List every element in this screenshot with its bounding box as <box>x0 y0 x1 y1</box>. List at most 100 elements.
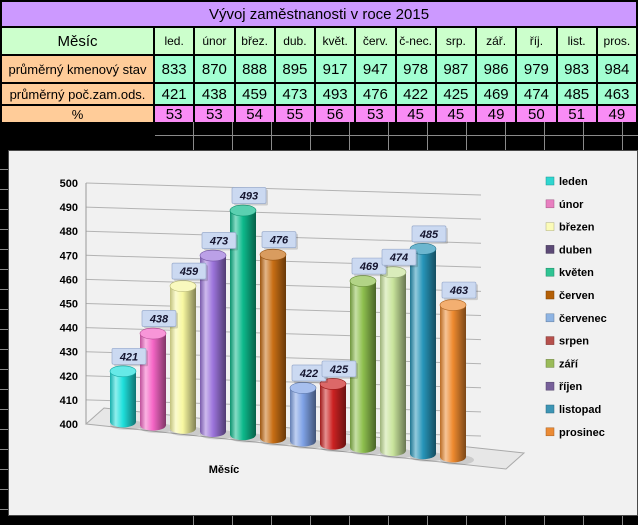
value-cell-r3-c2[interactable]: 53 <box>195 106 234 122</box>
value-cell-r2-c7[interactable]: 422 <box>396 84 435 104</box>
month-header-cell-2[interactable]: únor <box>195 28 234 54</box>
value-cell-r2-c6[interactable]: 476 <box>356 84 395 104</box>
month-header-cell-11[interactable]: list. <box>557 28 596 54</box>
value-cell-r3-c11[interactable]: 51 <box>557 106 596 122</box>
sheet-column-gridlines <box>155 122 638 150</box>
value-cell-r2-c4[interactable]: 473 <box>275 84 314 104</box>
month-header-cell-6[interactable]: červ. <box>356 28 395 54</box>
value-cell-r1-c11[interactable]: 983 <box>557 56 596 82</box>
value-cell-r1-c4[interactable]: 895 <box>275 56 314 82</box>
value-cell-r1-c5[interactable]: 917 <box>316 56 355 82</box>
value-cell-r1-c6[interactable]: 947 <box>356 56 395 82</box>
legend-label-květen: květen <box>559 267 594 279</box>
bar-value-label-prosinec: 463 <box>449 285 468 297</box>
legend-label-březen: březen <box>559 222 595 234</box>
bar-value-label-listopad: 485 <box>419 229 439 241</box>
bar-cylinder-únor <box>140 333 166 431</box>
value-cell-r1-c9[interactable]: 986 <box>477 56 516 82</box>
value-cell-r2-c9[interactable]: 469 <box>477 84 516 104</box>
value-cell-r2-c11[interactable]: 485 <box>557 84 596 104</box>
bar-top-květen <box>229 204 257 217</box>
bar-top-únor <box>139 327 167 340</box>
value-cell-r3-c3[interactable]: 54 <box>235 106 274 122</box>
month-header-cell-3[interactable]: břez. <box>235 28 274 54</box>
bar-cylinder-srpen <box>320 383 346 450</box>
bar-value-label-box <box>201 232 237 249</box>
employment-table: Vývoj zaměstnanosti v roce 2015 Měsíc led.… <box>0 0 638 124</box>
month-header-cell-8[interactable]: srp. <box>436 28 475 54</box>
value-cell-r3-c1[interactable]: 53 <box>155 106 194 122</box>
bar-cylinder-červenec <box>290 387 316 447</box>
empty-sheet-rows <box>0 122 638 150</box>
month-header-cell-1[interactable]: led. <box>155 28 194 54</box>
row-label-cell-2[interactable]: průměrný poč.zam.ods. <box>2 84 153 104</box>
value-cell-r1-c1[interactable]: 833 <box>155 56 194 82</box>
value-cell-r1-c7[interactable]: 978 <box>396 56 435 82</box>
value-cell-r2-c2[interactable]: 438 <box>195 84 234 104</box>
table-title-cell[interactable]: Vývoj zaměstnanosti v roce 2015 <box>2 2 636 26</box>
chart-panel[interactable]: 400 410 420 430 440 450 460 470 480 490 500 421 438 4… <box>8 150 638 516</box>
bar-value-label-box <box>441 281 477 299</box>
bar-value-label-box <box>261 231 297 249</box>
row-label-cell-1[interactable]: průměrný kmenový stav <box>2 56 153 82</box>
bar-value-label-říjen: 474 <box>389 252 408 264</box>
sheet-left-margin <box>0 150 8 516</box>
bar-value-label-box <box>171 262 207 280</box>
legend-swatch-icon-únor <box>545 199 555 209</box>
value-cell-r2-c12[interactable]: 463 <box>597 84 636 104</box>
value-cell-r3-c6[interactable]: 53 <box>356 106 395 122</box>
value-cell-r1-c2[interactable]: 870 <box>195 56 234 82</box>
value-cell-r2-c1[interactable]: 421 <box>155 84 194 104</box>
month-header-cell-7[interactable]: č-nec. <box>396 28 435 54</box>
bar-value-label-květen: 493 <box>239 191 258 203</box>
value-cell-r3-c4[interactable]: 55 <box>275 106 314 122</box>
bar-value-label-červen: 476 <box>269 235 289 247</box>
value-cell-r3-c8[interactable]: 45 <box>436 106 475 122</box>
row-label-cell-3[interactable]: % <box>2 106 153 122</box>
value-cell-r2-c8[interactable]: 425 <box>436 84 475 104</box>
value-cell-r2-c3[interactable]: 459 <box>235 84 274 104</box>
value-cell-r3-c10[interactable]: 50 <box>517 106 556 122</box>
month-axis-header-cell[interactable]: Měsíc <box>2 28 153 54</box>
bar-cylinder-březen <box>170 286 196 434</box>
value-cell-r3-c9[interactable]: 49 <box>477 106 516 122</box>
month-header-cell-9[interactable]: zář. <box>477 28 516 54</box>
y-axis-label-430: 430 <box>60 347 78 359</box>
value-cell-r3-c12[interactable]: 49 <box>597 106 636 122</box>
month-header-cell-12[interactable]: pros. <box>597 28 636 54</box>
month-header-cell-5[interactable]: květ. <box>316 28 355 54</box>
bar-top-březen <box>169 280 197 292</box>
value-cell-r1-c8[interactable]: 987 <box>436 56 475 82</box>
legend-swatch-icon-srpen <box>545 336 555 345</box>
value-cell-r2-c10[interactable]: 474 <box>517 84 556 104</box>
legend-label-září: září <box>559 358 579 370</box>
value-cell-r1-c10[interactable]: 979 <box>517 56 556 82</box>
bar-top-leden <box>109 365 137 378</box>
value-cell-r3-c7[interactable]: 45 <box>396 106 435 122</box>
bar-value-label-box <box>351 257 387 275</box>
legend-label-leden: leden <box>559 176 588 188</box>
value-cell-r1-c3[interactable]: 888 <box>235 56 274 82</box>
bar-value-label-box <box>141 310 177 327</box>
value-cell-r1-c12[interactable]: 984 <box>597 56 636 82</box>
legend-swatch-icon-červenec <box>545 313 555 323</box>
bar-top-červen <box>259 248 287 261</box>
y-axis-label-490: 490 <box>60 202 78 214</box>
legend-swatch-icon-prosinec <box>545 427 555 437</box>
bar-value-label-box <box>411 225 447 243</box>
bar-cylinder-duben <box>200 255 226 437</box>
sheet-row-gridline <box>155 135 638 136</box>
legend-swatch-icon-září <box>545 359 555 368</box>
month-header-cell-10[interactable]: říj. <box>517 28 556 54</box>
value-cell-r3-c5[interactable]: 56 <box>316 106 355 122</box>
legend-swatch-icon-leden <box>545 176 555 186</box>
value-cell-r2-c5[interactable]: 493 <box>316 84 355 104</box>
legend-swatch-icon-březen <box>545 222 555 231</box>
bar-value-label-duben: 473 <box>209 236 228 248</box>
bar-cylinder-listopad <box>410 248 436 460</box>
y-axis-label-400: 400 <box>60 419 78 431</box>
bar-cylinder-červen <box>260 254 286 444</box>
bar-value-label-box <box>321 360 357 378</box>
y-axis-label-410: 410 <box>60 395 78 407</box>
month-header-cell-4[interactable]: dub. <box>275 28 314 54</box>
